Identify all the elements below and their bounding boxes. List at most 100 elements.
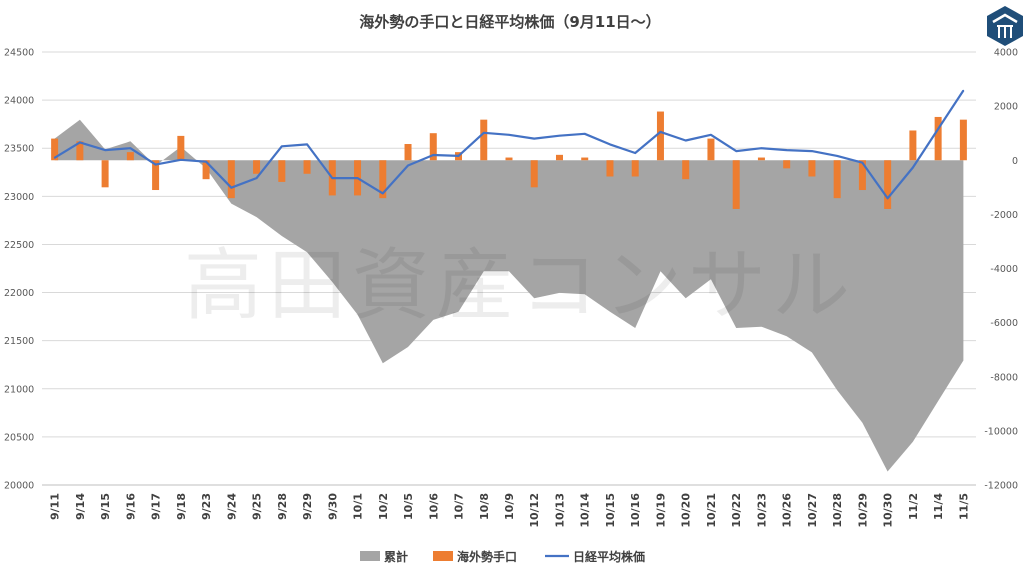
x-tick-label: 9/29 — [301, 493, 314, 520]
bar — [581, 157, 589, 161]
series-line — [53, 89, 965, 200]
x-tick-label: 9/16 — [124, 493, 137, 520]
bar — [379, 160, 387, 199]
bar — [126, 152, 134, 161]
chart-title: 海外勢の手口と日経平均株価（9月11日～） — [359, 13, 660, 31]
bar — [858, 160, 866, 191]
x-tick-label: 9/25 — [251, 493, 264, 520]
bar — [884, 160, 892, 209]
left-axis: 20000 20500 21000 21500 22000 22500 23000 23500… — [4, 48, 34, 492]
legend-label-bar: 海外勢手口 — [457, 549, 517, 564]
line-point — [508, 133, 510, 136]
bar — [227, 160, 235, 199]
line-point — [533, 137, 536, 140]
line-point — [230, 186, 233, 189]
left-tick-label: 23000 — [4, 192, 34, 203]
line-point — [104, 149, 106, 151]
right-tick-label: -8000 — [990, 372, 1018, 383]
bar — [505, 157, 513, 161]
right-tick-label: -4000 — [990, 264, 1018, 275]
x-tick-label: 11/5 — [957, 493, 970, 520]
x-tick-label: 10/13 — [553, 493, 566, 528]
bar — [303, 160, 311, 174]
line-point — [205, 160, 207, 163]
bar — [934, 116, 942, 161]
bar — [707, 138, 715, 161]
right-tick-label: -2000 — [990, 210, 1018, 221]
line-point — [861, 161, 864, 164]
line-point — [937, 128, 939, 130]
line-point — [482, 132, 485, 134]
line-point — [710, 133, 712, 136]
bar — [480, 119, 488, 161]
series-bars — [51, 111, 967, 209]
line-point — [659, 131, 662, 133]
line-point — [432, 154, 435, 156]
x-tick-label: 10/7 — [453, 493, 466, 520]
line-point — [457, 155, 460, 157]
legend-label-area: 累計 — [384, 549, 408, 564]
legend-label-line: 日経平均株価 — [573, 549, 645, 564]
bar — [429, 133, 437, 161]
left-tick-label: 20500 — [4, 432, 34, 443]
x-tick-label: 9/14 — [74, 493, 87, 520]
x-tick-label: 10/28 — [831, 493, 844, 528]
x-tick-label: 11/4 — [932, 493, 945, 520]
left-tick-label: 20000 — [4, 481, 34, 492]
left-tick-label: 24000 — [4, 96, 34, 107]
right-tick-label: 2000 — [994, 102, 1018, 113]
right-tick-label: 0 — [1012, 156, 1018, 167]
line-point — [684, 139, 687, 142]
x-tick-label: 9/17 — [150, 493, 163, 520]
legend-swatch-bar — [433, 551, 453, 561]
line-point — [811, 150, 813, 152]
bar — [152, 160, 160, 191]
line-point — [735, 150, 737, 152]
x-tick-label: 9/30 — [326, 493, 339, 520]
line-point — [836, 155, 838, 157]
x-tick-label: 10/26 — [781, 493, 794, 528]
line-point — [785, 149, 788, 151]
line-point — [356, 177, 359, 179]
line-point — [760, 147, 763, 150]
line-point — [79, 141, 81, 144]
line-point — [180, 158, 182, 161]
bar — [757, 157, 765, 161]
line-point — [583, 132, 586, 135]
bar — [606, 160, 614, 177]
bar — [631, 160, 639, 177]
bar — [808, 160, 816, 177]
bar — [278, 160, 286, 182]
line-point — [154, 163, 157, 166]
x-tick-label: 9/28 — [276, 493, 289, 520]
line-point — [634, 152, 637, 154]
bar — [783, 160, 791, 169]
line-point — [886, 197, 889, 200]
right-axis: -12000 -10000 -8000 -6000 -4000 -2000 0 2000 400… — [984, 48, 1018, 492]
left-tick-label: 21500 — [4, 336, 34, 347]
x-tick-label: 10/1 — [352, 493, 365, 520]
x-tick-label: 9/15 — [99, 493, 112, 520]
x-tick-label: 10/15 — [604, 493, 617, 528]
x-tick-label: 10/2 — [377, 493, 390, 520]
left-tick-label: 22500 — [4, 240, 34, 251]
right-tick-label: -6000 — [990, 318, 1018, 329]
line-point — [331, 177, 334, 179]
bar — [959, 119, 967, 161]
bar — [530, 160, 538, 188]
bar — [833, 160, 841, 199]
bar — [656, 111, 664, 161]
x-tick-label: 9/11 — [49, 493, 62, 520]
x-tick-label: 9/18 — [175, 493, 188, 520]
line-point — [255, 177, 258, 179]
bar — [555, 154, 563, 161]
x-tick-label: 9/23 — [200, 493, 213, 520]
bar — [177, 135, 185, 161]
line-point — [609, 143, 611, 146]
bar — [253, 160, 261, 174]
line-point — [962, 89, 965, 92]
x-tick-label: 10/12 — [528, 493, 541, 528]
watermark: 高田資産コンサル — [184, 241, 856, 331]
legend-swatch-area — [360, 551, 380, 561]
x-tick-label: 10/19 — [654, 493, 667, 528]
